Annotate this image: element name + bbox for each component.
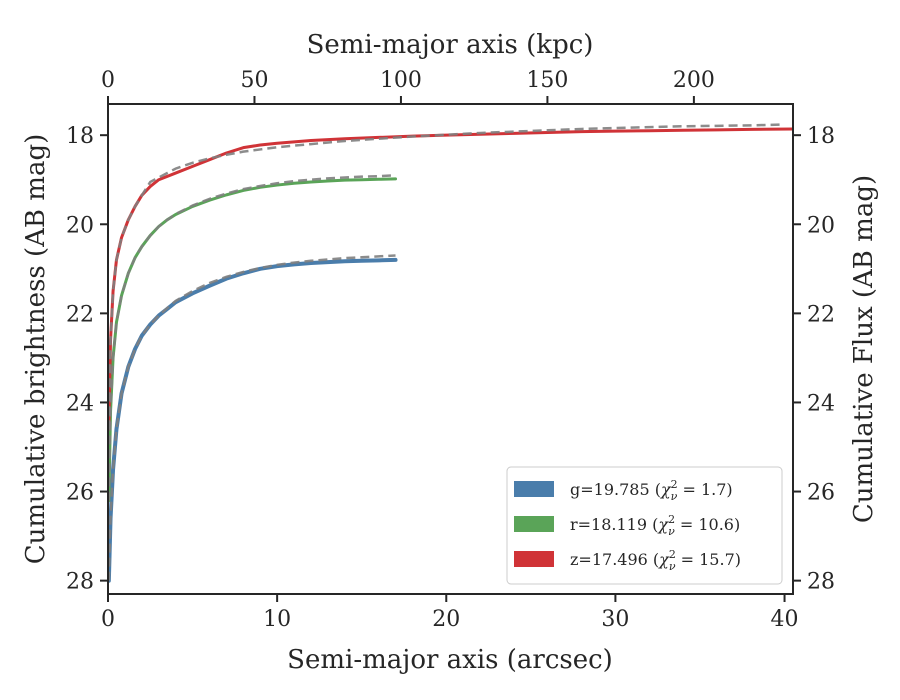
model-layer bbox=[108, 123, 785, 581]
x-tick-label: 20 bbox=[432, 607, 460, 632]
right-y-axis: 18 20 22 24 26 28 bbox=[793, 124, 835, 595]
top-x-tick-label: 50 bbox=[240, 68, 268, 93]
legend-swatch bbox=[514, 481, 554, 497]
y-tick-label: 20 bbox=[66, 213, 94, 238]
top-x-tick-label: 0 bbox=[101, 68, 115, 93]
series-line-z bbox=[108, 127, 793, 431]
series-line-g bbox=[108, 257, 398, 583]
legend-box bbox=[506, 466, 783, 585]
model-curve-3 bbox=[108, 123, 785, 430]
series-line-r bbox=[108, 177, 398, 502]
left-y-axis: 18 20 22 24 26 28 bbox=[66, 124, 108, 595]
x-tick-label: 40 bbox=[771, 607, 799, 632]
y-tick-label: 28 bbox=[66, 570, 94, 595]
y-axis-title: Cumulative brightness (AB mag) bbox=[21, 134, 51, 565]
y-tick-label: 22 bbox=[66, 302, 94, 327]
y-tick-label: 26 bbox=[66, 481, 94, 506]
legend: g=19.785 (χ2 ν = 1.7) r=18.119 (χ2 ν = 10.6… bbox=[506, 466, 783, 585]
right-y-tick-label: 20 bbox=[807, 213, 835, 238]
right-y-axis-title: Cumulative Flux (AB mag) bbox=[849, 175, 879, 523]
y-tick-label: 24 bbox=[66, 391, 94, 416]
model-curve-1 bbox=[108, 254, 396, 581]
right-y-tick-label: 24 bbox=[807, 391, 835, 416]
x-axis-title: Semi-major axis (arcsec) bbox=[287, 645, 613, 675]
right-y-tick-label: 22 bbox=[807, 302, 835, 327]
legend-swatch bbox=[514, 551, 554, 567]
legend-swatch bbox=[514, 516, 554, 532]
y-tick-label: 18 bbox=[66, 124, 94, 149]
top-x-tick-label: 100 bbox=[380, 68, 422, 93]
x-tick-label: 10 bbox=[263, 607, 291, 632]
right-y-tick-label: 18 bbox=[807, 124, 835, 149]
top-x-axis: 0 50 100 150 200 bbox=[101, 68, 715, 104]
right-y-tick-label: 26 bbox=[807, 481, 835, 506]
bottom-x-axis: 0 10 20 30 40 bbox=[101, 594, 799, 632]
legend-label: r=18.119 (χ2 ν = 10.6) bbox=[570, 513, 740, 538]
top-x-tick-label: 150 bbox=[526, 68, 568, 93]
top-x-tick-label: 200 bbox=[673, 68, 715, 93]
right-y-tick-label: 28 bbox=[807, 570, 835, 595]
plot-frame bbox=[107, 103, 794, 595]
top-x-axis-title: Semi-major axis (kpc) bbox=[307, 30, 594, 60]
legend-label: z=17.496 (χ2 ν = 15.7) bbox=[570, 548, 741, 573]
legend-label: g=19.785 (χ2 ν = 1.7) bbox=[570, 478, 733, 503]
x-tick-label: 0 bbox=[101, 607, 115, 632]
x-tick-label: 30 bbox=[601, 607, 629, 632]
model-curve-2 bbox=[108, 174, 396, 501]
